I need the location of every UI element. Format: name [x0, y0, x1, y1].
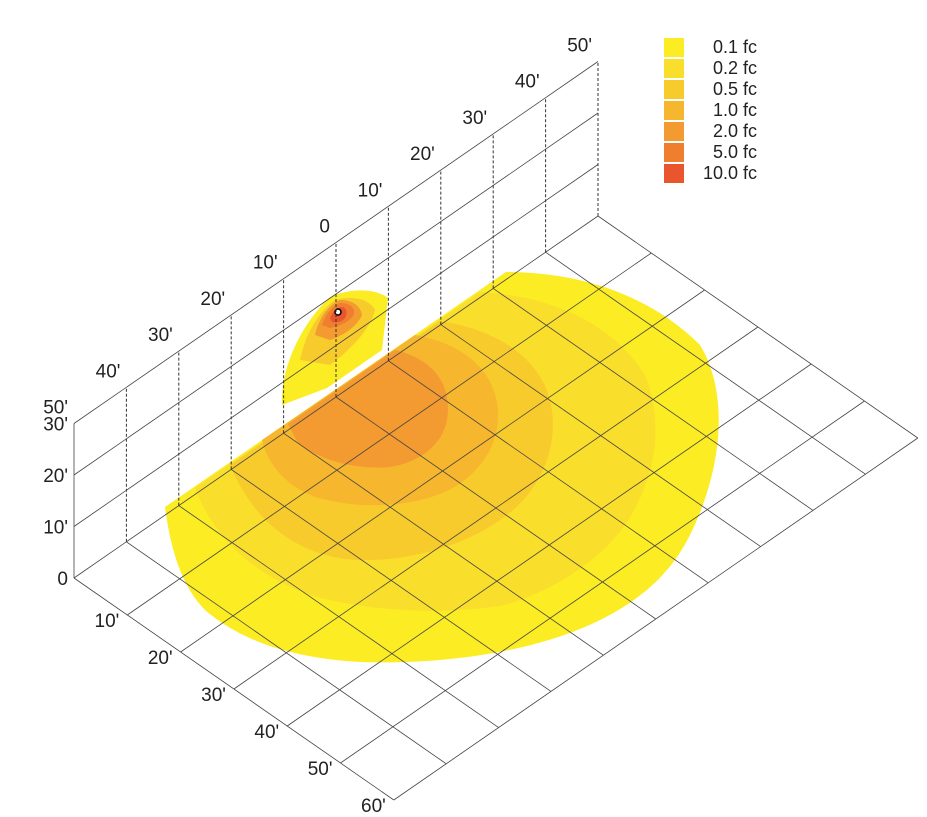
depth-tick-label: 40' [254, 722, 279, 743]
lateral-tick-label: 50' [43, 398, 68, 419]
floor-gridline [393, 437, 919, 801]
legend-swatch [664, 143, 684, 162]
contour-2.0 [288, 350, 448, 468]
legend: 0.1 fc0.2 fc0.5 fc1.0 fc2.0 fc5.0 fc10.0… [664, 37, 757, 183]
lateral-tick-label: 40' [96, 361, 121, 382]
lateral-tick-label: 20' [410, 144, 435, 165]
lateral-tick-label: 40' [515, 72, 540, 93]
tick-labels: 50' 40' 30' 20' 10' 0 10' 20' 30' 40' 50' 0 10' 20' 30… [43, 36, 592, 817]
floor-gridline [286, 363, 812, 727]
legend-label: 0.1 fc [713, 37, 757, 57]
height-tick-label: 0 [57, 569, 68, 590]
height-tick-label: 20' [43, 466, 68, 487]
legend-label: 0.2 fc [713, 58, 757, 78]
floor-gridline [127, 252, 652, 616]
legend-swatch [664, 101, 684, 120]
height-tick-label: 30' [43, 415, 68, 436]
legend-swatch [664, 164, 684, 183]
height-guide-lines [125, 61, 599, 542]
lateral-tick-label: 50' [567, 36, 592, 57]
lateral-tick-label: 30' [148, 325, 173, 346]
depth-tick-label: 60' [361, 796, 386, 817]
lateral-tick-label: 10' [253, 253, 278, 274]
lateral-tick-label: 10' [358, 180, 383, 201]
floor-gridline [340, 400, 865, 764]
floor-gridline [233, 326, 759, 690]
lateral-tick-label: 0 [319, 217, 330, 238]
lateral-tick-label: 30' [462, 108, 487, 129]
height-tick-label: 10' [43, 518, 68, 539]
depth-tick-label: 20' [148, 648, 173, 669]
legend-label: 1.0 fc [713, 100, 757, 120]
floor-gridline [180, 289, 705, 653]
depth-tick-label: 30' [201, 685, 226, 706]
legend-swatch [664, 59, 684, 78]
depth-tick-label: 10' [95, 611, 120, 632]
legend-label: 0.5 fc [713, 79, 757, 99]
legend-swatch [664, 122, 684, 141]
floor-illuminance-contours [165, 272, 719, 663]
legend-swatch [664, 80, 684, 99]
lateral-tick-label: 20' [200, 289, 225, 310]
legend-label: 2.0 fc [713, 121, 757, 141]
grid-lines [73, 61, 919, 801]
depth-tick-label: 50' [308, 759, 333, 780]
legend-label: 10.0 fc [703, 163, 757, 183]
legend-label: 5.0 fc [713, 142, 757, 162]
wall-gridline [73, 61, 599, 424]
legend-swatch [664, 38, 684, 57]
